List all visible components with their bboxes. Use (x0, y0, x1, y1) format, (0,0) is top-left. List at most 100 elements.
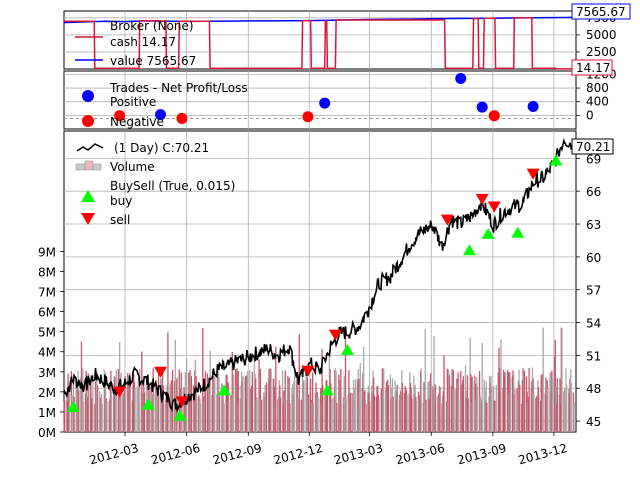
volume-bar (310, 399, 312, 432)
volume-bar (141, 403, 144, 432)
volume-bar (82, 368, 84, 432)
volume-bar (436, 396, 438, 432)
volume-y-tick-label: 2M (38, 386, 56, 400)
volume-bar (281, 370, 284, 432)
volume-y-tick-label: 3M (38, 366, 56, 380)
volume-bar (536, 395, 538, 432)
trades-y-tick-label: 800 (586, 81, 609, 95)
volume-bar (315, 382, 317, 432)
volume-bar (420, 368, 422, 432)
volume-bar (139, 368, 141, 432)
volume-bar (218, 377, 220, 432)
volume-bar (549, 372, 551, 432)
volume-bar (234, 369, 237, 432)
volume-bar (385, 381, 388, 432)
trade-positive-point (319, 97, 331, 109)
volume-bar (390, 398, 392, 432)
volume-bar (475, 383, 477, 432)
volume-bar (134, 387, 136, 432)
volume-bar (560, 327, 562, 432)
volume-bar (157, 386, 159, 432)
volume-bar (255, 401, 258, 432)
volume-bar (499, 389, 501, 432)
volume-bar (211, 394, 213, 432)
volume-bar (462, 376, 465, 432)
volume-bar (232, 374, 235, 432)
volume-bar (164, 400, 166, 432)
volume-bar (448, 375, 451, 432)
volume-bar (329, 368, 331, 432)
volume-bar (185, 398, 187, 432)
legend-positive-marker (82, 90, 94, 102)
volume-bar (497, 372, 499, 432)
volume-bar (395, 390, 397, 432)
volume-bar (340, 403, 343, 432)
volume-bar (245, 398, 247, 432)
volume-bar (550, 371, 552, 432)
volume-bar (568, 393, 570, 432)
volume-bar (443, 355, 445, 432)
broker-cash-line (64, 17, 574, 70)
volume-bar (533, 394, 535, 432)
buy-marker (141, 398, 155, 410)
volume-bar (434, 384, 436, 432)
volume-bar (303, 380, 305, 432)
x-tick-label: 2012-06 (150, 441, 202, 468)
volume-bar (537, 380, 539, 432)
volume-bar (124, 376, 126, 432)
volume-bar (66, 392, 68, 432)
volume-bar (359, 362, 361, 432)
volume-bar (442, 395, 444, 432)
volume-bar (334, 368, 337, 432)
volume-bar (167, 332, 169, 432)
volume-bar (278, 379, 280, 432)
legend-negative-marker (82, 115, 94, 127)
volume-bar (458, 399, 460, 432)
buy-sell-markers (66, 154, 563, 421)
volume-bar (540, 375, 542, 432)
volume-bar (357, 369, 359, 432)
volume-bar (143, 376, 145, 432)
volume-bar (413, 394, 416, 432)
legend-negative-label: Negative (110, 115, 164, 129)
volume-bar (480, 402, 483, 432)
volume-bar (301, 368, 304, 432)
volume-y-tick-label: 6M (38, 306, 56, 320)
volume-bar (358, 378, 360, 432)
price-y-tick-label: 57 (586, 284, 601, 298)
volume-bar (352, 379, 355, 432)
volume-bar (553, 357, 556, 432)
legend-buysell-label: BuySell (True, 0.015) (110, 179, 235, 193)
volume-bar (461, 384, 463, 432)
volume-bar (377, 385, 379, 432)
volume-bar (558, 395, 560, 432)
volume-bar (405, 390, 408, 432)
volume-bar (253, 357, 256, 432)
volume-bar (470, 374, 472, 432)
volume-bar (222, 400, 225, 432)
volume-bar (77, 371, 79, 432)
volume-bar (405, 388, 407, 432)
volume-bar (64, 400, 66, 432)
volume-bar (401, 370, 403, 432)
volume-bar (114, 378, 116, 432)
volume-bar (330, 383, 332, 432)
volume-bar (115, 370, 117, 432)
volume-bar (522, 368, 524, 432)
volume-bar (94, 403, 96, 432)
volume-bar (155, 387, 157, 432)
volume-bar (476, 377, 478, 432)
volume-bar (504, 371, 506, 432)
volume-bar (469, 337, 471, 432)
volume-bar (441, 403, 443, 432)
volume-bar (218, 396, 221, 432)
broker-y-tick-label: 5000 (586, 28, 617, 42)
volume-bar (99, 399, 101, 432)
legend-volume-swatch-down (75, 163, 86, 171)
buy-marker (462, 244, 476, 256)
volume-bar (457, 372, 459, 432)
volume-bar (324, 388, 327, 432)
volume-bar (514, 389, 516, 432)
volume-bar (381, 389, 383, 432)
volume-bar (362, 372, 364, 432)
